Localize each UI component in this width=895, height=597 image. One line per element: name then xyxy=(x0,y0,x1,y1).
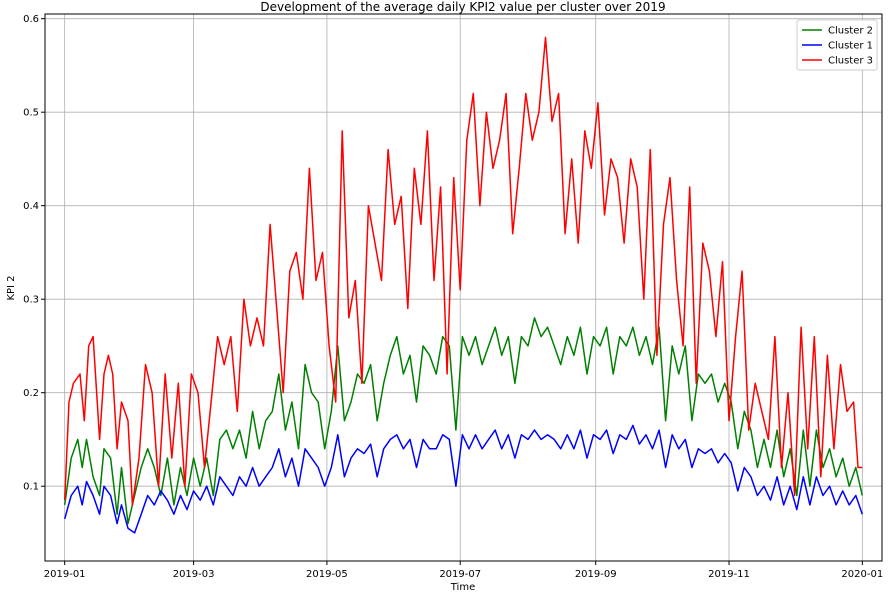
x-tick-label: 2019-01 xyxy=(44,569,86,580)
series-line-cluster-3 xyxy=(63,36,863,506)
y-tick-label: 0.3 xyxy=(23,295,39,306)
chart-title: Development of the average daily KPI2 va… xyxy=(260,0,665,14)
plot-frame xyxy=(44,13,883,562)
x-tick-label: 2020-01 xyxy=(841,569,883,580)
y-tick-label: 0.1 xyxy=(23,482,39,493)
y-tick-label: 0.6 xyxy=(23,14,39,25)
grid xyxy=(45,14,882,561)
x-axis-label: Time xyxy=(450,582,475,593)
y-axis-label: KPI 2 xyxy=(6,275,17,300)
series-layer xyxy=(63,36,864,534)
x-tick-label: 2019-07 xyxy=(439,569,481,580)
legend-label: Cluster 3 xyxy=(828,56,873,67)
y-tick-label: 0.4 xyxy=(23,201,39,212)
y-tick-label: 0.5 xyxy=(23,108,39,119)
x-tick-label: 2019-11 xyxy=(708,569,750,580)
series-line-cluster-2 xyxy=(63,424,864,534)
legend-label: Cluster 1 xyxy=(828,41,873,52)
axis-ticks: 2019-01 2019-03 2019-05 2019-07 2019-09 2019-… xyxy=(23,14,883,580)
legend-label: Cluster 2 xyxy=(828,26,873,37)
x-tick-label: 2019-05 xyxy=(306,569,348,580)
y-tick-label: 0.2 xyxy=(23,388,39,399)
legend: Cluster 2 Cluster 1 Cluster 3 xyxy=(796,19,878,71)
legend-box xyxy=(796,19,878,71)
x-tick-label: 2019-03 xyxy=(173,569,215,580)
x-tick-label: 2019-09 xyxy=(575,569,617,580)
